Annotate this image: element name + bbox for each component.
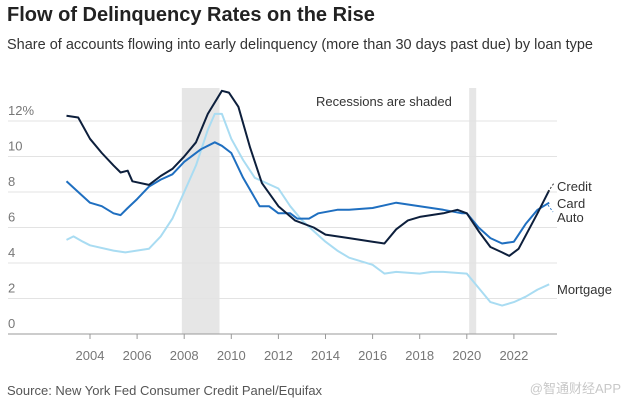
x-tick-label: 2012 bbox=[264, 348, 293, 363]
x-tick-label: 2006 bbox=[123, 348, 152, 363]
mortgage-label: Mortgage bbox=[557, 282, 612, 297]
auto-leader bbox=[547, 204, 554, 213]
credit-card-label: Credit bbox=[557, 179, 592, 194]
y-tick-label: 2 bbox=[8, 281, 15, 296]
x-tick-label: 2018 bbox=[405, 348, 434, 363]
x-tick-label: 2008 bbox=[170, 348, 199, 363]
credit-card-label: Card bbox=[557, 196, 585, 211]
y-tick-label: 10 bbox=[8, 139, 22, 154]
y-tick-label: 6 bbox=[8, 210, 15, 225]
series-line-credit-card bbox=[66, 89, 551, 257]
x-tick-label: 2020 bbox=[452, 348, 481, 363]
credit-card-leader bbox=[547, 182, 555, 193]
series-line-auto bbox=[65, 141, 550, 245]
y-tick-label: 8 bbox=[8, 174, 15, 189]
chart-subtitle: Share of accounts flowing into early del… bbox=[7, 37, 593, 53]
y-tick-label: 0 bbox=[8, 316, 15, 331]
x-tick-label: 2010 bbox=[217, 348, 246, 363]
y-tick-label: 12% bbox=[8, 103, 34, 118]
watermark: @智通财经APP bbox=[529, 381, 621, 396]
chart-title: Flow of Delinquency Rates on the Rise bbox=[7, 4, 375, 26]
x-tick-label: 2016 bbox=[358, 348, 387, 363]
x-tick-label: 2004 bbox=[76, 348, 105, 363]
y-tick-label: 4 bbox=[8, 245, 15, 260]
recession-annotation: Recessions are shaded bbox=[316, 94, 452, 109]
recession-band bbox=[469, 88, 477, 334]
recession-band bbox=[181, 88, 220, 334]
x-tick-label: 2014 bbox=[311, 348, 340, 363]
source-note: Source: New York Fed Consumer Credit Pan… bbox=[7, 383, 323, 398]
auto-label: Auto bbox=[557, 210, 584, 225]
x-tick-label: 2022 bbox=[499, 348, 528, 363]
series-line-mortgage bbox=[66, 112, 550, 307]
